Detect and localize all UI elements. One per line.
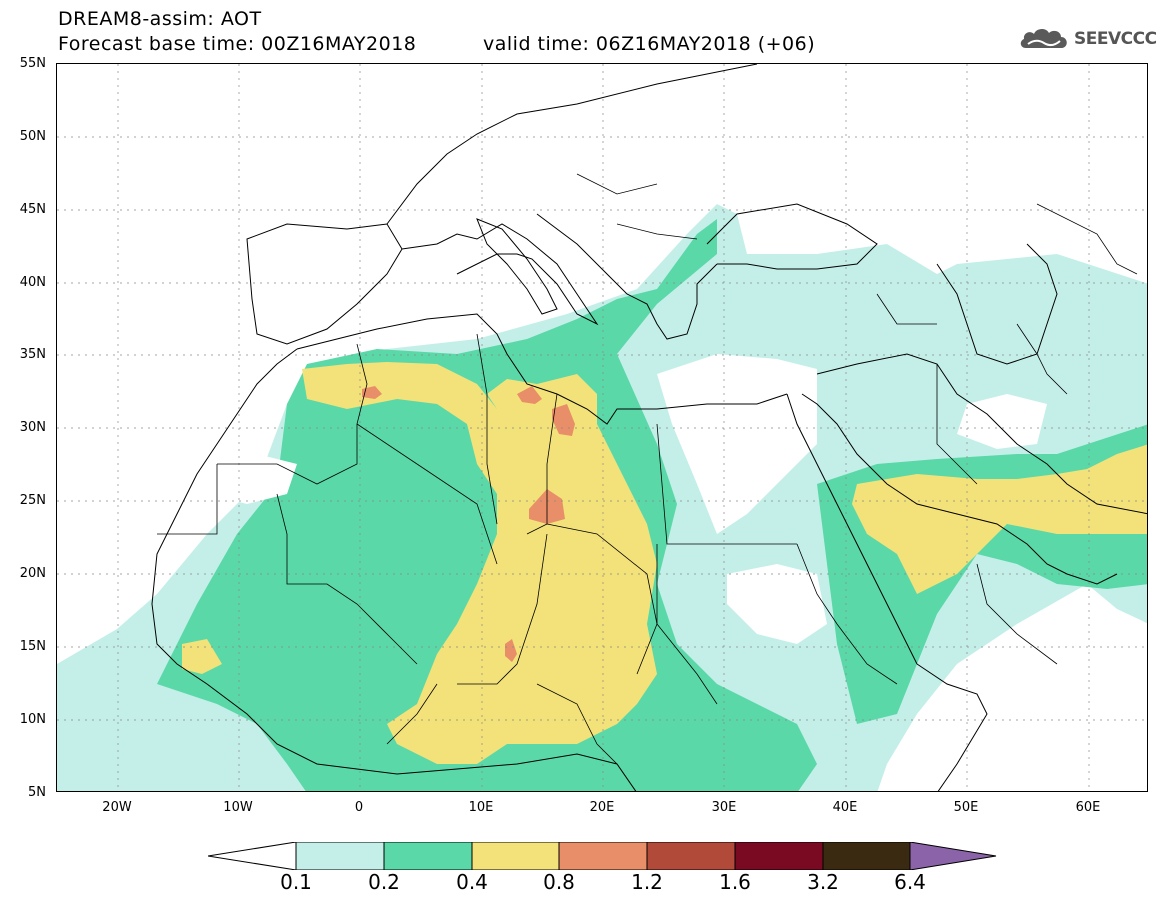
- aot-clear-libya: [657, 354, 817, 534]
- map-title: DREAM8-assim: AOT: [58, 8, 262, 30]
- colorbar-label-0.2: 0.2: [368, 870, 400, 894]
- colorbar-bin-0.8-1.2: [558, 841, 648, 871]
- graticule: [57, 64, 1147, 791]
- lon-label-10w: 10W: [223, 800, 253, 815]
- colorbar-bin-1.6-3.2: [734, 841, 824, 871]
- colorbar: [207, 841, 998, 874]
- lon-label-30e: 30E: [711, 800, 737, 815]
- colorbar-above-6.4: [909, 841, 997, 871]
- colorbar-bin-0.4-0.8: [471, 841, 560, 871]
- lon-label-20w: 20W: [102, 800, 132, 815]
- colorbar-label-0.8: 0.8: [543, 870, 575, 894]
- cloud-icon: [1020, 28, 1067, 48]
- country-borders: [157, 173, 1138, 765]
- lat-label-45n: 45N: [19, 202, 46, 217]
- colorbar-bin-0.2-0.4: [383, 841, 473, 871]
- colorbar-label-0.1: 0.1: [280, 870, 312, 894]
- aot-map-canvas: [57, 64, 1147, 791]
- lon-label-60e: 60E: [1075, 800, 1101, 815]
- seevccc-logo: SEEVCCC: [1018, 24, 1157, 54]
- aot-map: [56, 63, 1148, 792]
- lat-label-25n: 25N: [19, 493, 46, 508]
- colorbar-label-6.4: 6.4: [894, 870, 926, 894]
- lat-label-55n: 55N: [19, 56, 46, 71]
- lon-label-0: 0: [354, 800, 364, 815]
- lat-label-35n: 35N: [19, 347, 46, 362]
- aot-shading: [57, 204, 1147, 791]
- aot-band-0.8-b: [517, 386, 542, 404]
- colorbar-label-3.2: 3.2: [807, 870, 839, 894]
- aot-clear-caspian: [957, 394, 1047, 449]
- aot-band-0.2: [157, 219, 1147, 791]
- aot-band-0.8-e: [505, 639, 517, 662]
- lat-label-40n: 40N: [19, 275, 46, 290]
- logo-text: SEEVCCC: [1074, 29, 1157, 49]
- colorbar-bin-0.1-0.2: [295, 841, 385, 871]
- colorbar-label-1.6: 1.6: [719, 870, 751, 894]
- lat-label-20n: 20N: [19, 566, 46, 581]
- colorbar-bin-3.2-6.4: [822, 841, 911, 871]
- lat-label-10n: 10N: [19, 712, 46, 727]
- lat-label-15n: 15N: [19, 639, 46, 654]
- lon-label-10e: 10E: [468, 800, 494, 815]
- lon-label-40e: 40E: [832, 800, 858, 815]
- aot-band-0.8-d: [362, 386, 382, 399]
- colorbar-label-0.4: 0.4: [456, 870, 488, 894]
- aot-clear-sudan: [727, 564, 827, 644]
- lat-label-5n: 5N: [28, 785, 46, 800]
- lon-label-50e: 50E: [953, 800, 979, 815]
- aot-band-0.4: [182, 362, 1147, 764]
- colorbar-label-1.2: 1.2: [631, 870, 663, 894]
- aot-clear-sahara-west: [207, 454, 297, 504]
- lat-label-50n: 50N: [19, 129, 46, 144]
- coastlines: [151, 64, 1147, 791]
- forecast-base-time: Forecast base time: 00Z16MAY2018: [58, 33, 417, 55]
- valid-time: valid time: 06Z16MAY2018 (+06): [483, 33, 816, 55]
- lat-label-30n: 30N: [19, 420, 46, 435]
- lon-label-20e: 20E: [589, 800, 615, 815]
- colorbar-below-0.1: [207, 841, 297, 871]
- colorbar-bin-1.2-1.6: [646, 841, 736, 871]
